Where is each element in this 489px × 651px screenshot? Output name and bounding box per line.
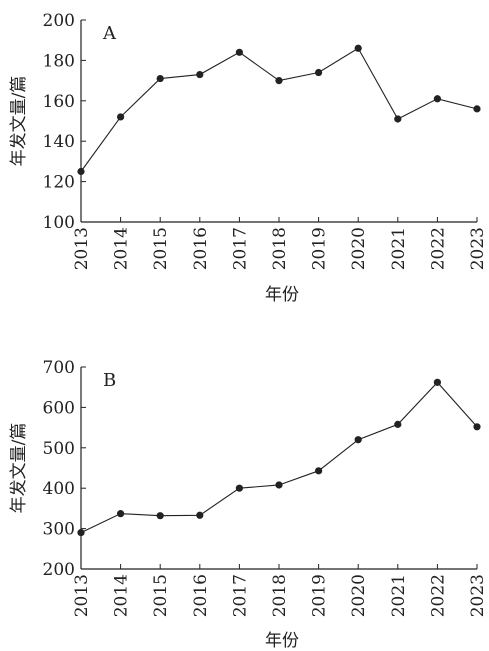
x-tick-label: 2020: [349, 227, 369, 270]
x-axis-title: 年份: [265, 285, 299, 305]
y-tick-label: 100: [43, 213, 75, 233]
data-point: [156, 74, 164, 83]
x-tick-label: 2014: [112, 574, 132, 617]
series-line: [80, 47, 478, 172]
chart-panel-a: 100 120 140 160 180 200 2013 2014 2015 2016 2017 20…: [9, 11, 488, 305]
x-tick-label: 2023: [468, 574, 488, 617]
data-point: [77, 529, 85, 537]
data-point: [117, 510, 125, 518]
x-tick-label: 2018: [270, 227, 290, 270]
x-tick-label: 2015: [151, 227, 171, 270]
y-axis-title: 年发文量/篇: [9, 423, 29, 514]
y-tick-label: 120: [43, 173, 75, 193]
data-point: [473, 105, 481, 113]
x-tick-label: 2018: [270, 574, 290, 617]
data-point: [196, 70, 204, 79]
data-point: [433, 95, 441, 103]
panel-label: B: [103, 370, 116, 391]
y-tick-label: 200: [43, 560, 75, 580]
data-point: [354, 44, 362, 52]
series-line: [80, 381, 478, 534]
x-axis-title: 年份: [265, 631, 299, 651]
data-point: [315, 68, 323, 77]
chart-panel-b: 200 300 400 500 600 700 2013 2014 2015 2016 2017 20…: [9, 358, 488, 651]
y-tick-label: 500: [43, 439, 75, 459]
data-point: [235, 48, 243, 56]
x-tick-label: 2015: [151, 574, 171, 617]
x-tick-label: 2020: [349, 574, 369, 617]
data-point: [473, 423, 481, 431]
x-tick-label: 2013: [72, 574, 92, 617]
x-tick-label: 2021: [389, 574, 409, 617]
x-tick-label: 2016: [191, 227, 211, 270]
y-tick-label: 140: [43, 132, 75, 152]
x-tick-label: 2017: [230, 574, 250, 617]
y-tick-label: 700: [43, 358, 75, 378]
data-point: [433, 378, 441, 386]
y-tick-label: 300: [43, 520, 75, 540]
x-tick-label: 2016: [191, 574, 211, 617]
data-point: [354, 436, 362, 444]
x-tick-label: 2019: [310, 574, 330, 617]
y-axis-title: 年发文量/篇: [9, 76, 29, 167]
data-point: [275, 77, 283, 85]
data-point: [235, 484, 243, 492]
data-point: [394, 420, 402, 428]
y-tick-label: 400: [43, 479, 75, 499]
data-point: [394, 115, 402, 123]
x-tick-label: 2014: [112, 227, 132, 270]
x-tick-label: 2019: [310, 227, 330, 270]
x-tick-label: 2017: [230, 227, 250, 270]
x-tick-label: 2021: [389, 227, 409, 270]
x-tick-label: 2013: [72, 227, 92, 270]
y-tick-label: 200: [43, 11, 75, 31]
panel-label: A: [102, 23, 117, 44]
x-tick-label: 2023: [468, 227, 488, 270]
y-tick-label: 600: [43, 398, 75, 418]
x-tick-label: 2022: [428, 574, 448, 617]
x-tick-label: 2022: [428, 227, 448, 270]
data-point: [275, 481, 283, 489]
data-point: [156, 512, 164, 520]
data-point: [196, 511, 204, 519]
y-tick-label: 160: [43, 92, 75, 112]
data-point: [117, 113, 125, 121]
data-point: [315, 467, 323, 475]
y-tick-label: 180: [43, 51, 75, 71]
data-point: [77, 167, 85, 176]
